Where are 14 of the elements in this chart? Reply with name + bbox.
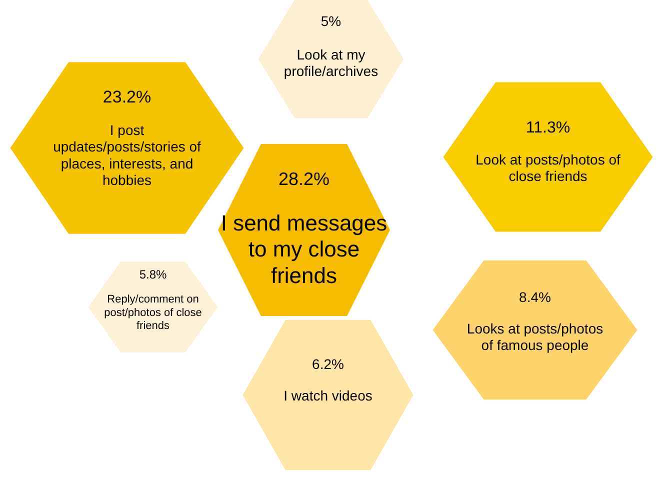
- data-label: 23.2%: [102, 88, 152, 107]
- category-label: Look at my profile/archives: [284, 46, 378, 80]
- category-label: Looks at posts/photos of famous people: [466, 320, 604, 354]
- data-label: 28.2%: [278, 168, 330, 189]
- data-label: 8.4%: [519, 288, 551, 305]
- data-label: 5.8%: [139, 267, 167, 282]
- category-label: Look at posts/photos of close friends: [476, 151, 620, 184]
- category-label: I send messages to my close friends: [220, 210, 388, 288]
- data-label: 11.3%: [526, 119, 570, 136]
- category-label: Reply/comment on post/photos of close friends: [104, 294, 202, 332]
- category-label: I post updates/posts/stories of places, interests, and hobbies: [53, 122, 202, 188]
- data-label: 6.2%: [312, 356, 344, 372]
- category-label: I watch videos: [284, 387, 372, 404]
- data-label: 5%: [320, 12, 342, 29]
